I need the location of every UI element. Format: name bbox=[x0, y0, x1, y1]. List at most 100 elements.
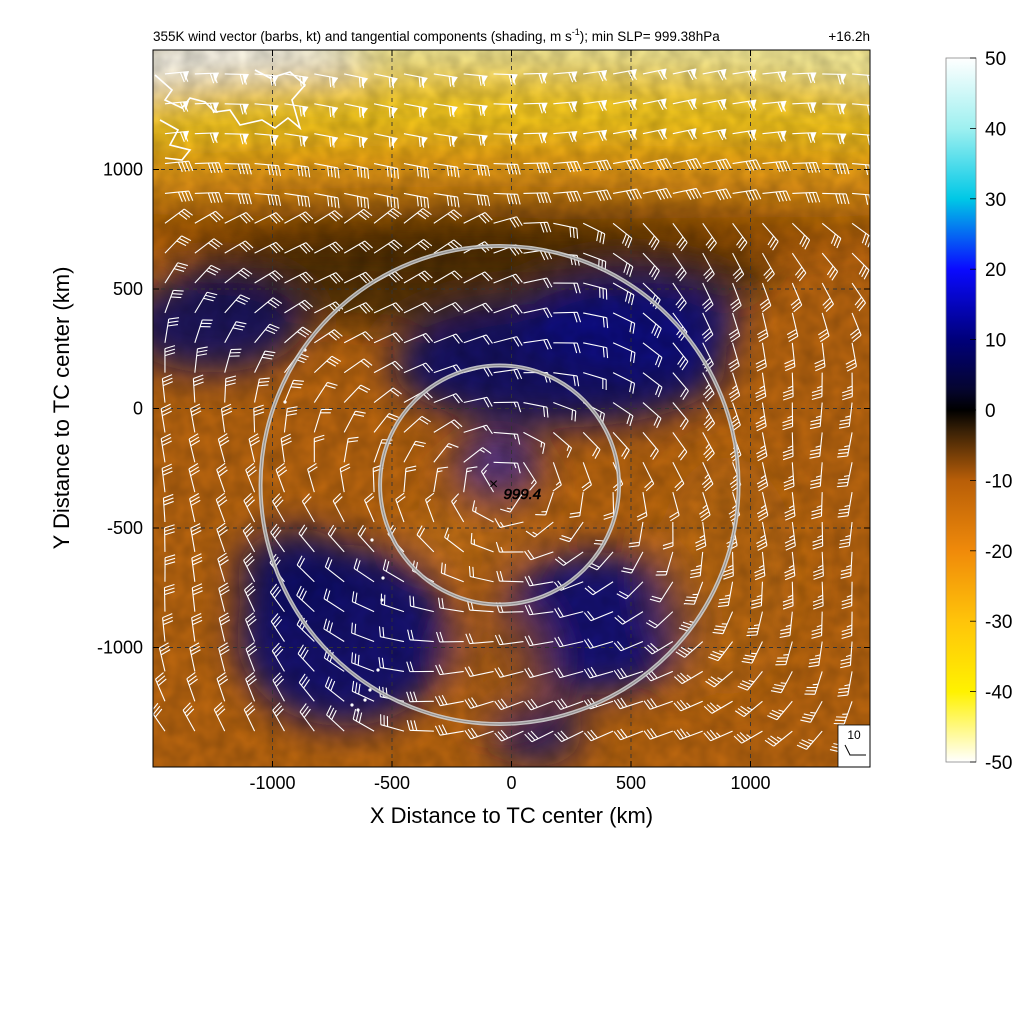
wind-barb bbox=[284, 162, 311, 178]
tc-center: × 999.4 bbox=[489, 476, 542, 503]
wind-barb bbox=[493, 73, 518, 85]
wind-barb bbox=[553, 402, 577, 422]
colorbar-tick-label: -30 bbox=[985, 612, 1012, 633]
barb-reference: 10 bbox=[837, 724, 870, 767]
wind-barb bbox=[493, 336, 523, 347]
wind-barb bbox=[373, 208, 402, 224]
wind-barb bbox=[343, 271, 374, 284]
wind-barb bbox=[755, 342, 767, 372]
wind-barb bbox=[494, 518, 524, 528]
wind-barb bbox=[792, 132, 817, 144]
wind-barb bbox=[344, 133, 368, 148]
wind-barb bbox=[434, 694, 464, 707]
wind-barb bbox=[554, 730, 584, 743]
barb-reference-box bbox=[837, 724, 870, 767]
wind-barb bbox=[403, 73, 428, 88]
wind-barb bbox=[224, 162, 252, 175]
wind-barb bbox=[343, 410, 366, 433]
wind-barb bbox=[433, 301, 463, 314]
wind-barb bbox=[192, 374, 204, 403]
wind-barb bbox=[343, 240, 373, 254]
wind-barb bbox=[822, 162, 850, 175]
wind-barb bbox=[343, 208, 373, 224]
wind-barb bbox=[791, 222, 811, 250]
wind-barb bbox=[553, 282, 581, 294]
wind-barb bbox=[701, 282, 714, 313]
wind-barb bbox=[675, 641, 704, 658]
wind-barb bbox=[821, 282, 834, 312]
wind-barb bbox=[433, 103, 458, 118]
wind-barb bbox=[852, 133, 870, 146]
wind-barb bbox=[182, 702, 196, 732]
wind-barb bbox=[284, 73, 309, 88]
wind-barb bbox=[437, 597, 464, 613]
wind-barb bbox=[339, 463, 351, 493]
wind-barb bbox=[213, 702, 226, 732]
wind-barb bbox=[741, 641, 763, 664]
wind-barb bbox=[468, 566, 494, 583]
x-tick-label: 500 bbox=[616, 773, 646, 793]
wind-barb bbox=[351, 591, 375, 613]
wind-barb bbox=[842, 372, 853, 401]
y-tick-label: 0 bbox=[133, 399, 143, 419]
wind-barb bbox=[403, 208, 432, 224]
wind-barb bbox=[332, 493, 345, 523]
wind-barb bbox=[612, 342, 636, 364]
wind-barb bbox=[191, 612, 203, 642]
wind-barb bbox=[673, 728, 703, 740]
wind-barb bbox=[297, 644, 315, 672]
wind-barb bbox=[153, 702, 166, 732]
wind-barb bbox=[433, 442, 459, 463]
wind-barb bbox=[523, 102, 548, 114]
wind-barb bbox=[642, 252, 660, 280]
coastline bbox=[154, 69, 385, 712]
wind-barb bbox=[790, 282, 803, 313]
wind-barb bbox=[313, 381, 338, 403]
wind-barb bbox=[764, 730, 793, 747]
wind-barb bbox=[569, 492, 584, 518]
wind-barb bbox=[554, 667, 584, 679]
wind-barb bbox=[613, 641, 644, 652]
wind-barb bbox=[821, 222, 842, 249]
wind-barb bbox=[812, 581, 824, 610]
wind-barb bbox=[553, 101, 578, 113]
wind-barb bbox=[194, 72, 219, 84]
wind-barb bbox=[672, 158, 702, 171]
wind-barb bbox=[373, 162, 399, 179]
wind-barb bbox=[496, 570, 524, 583]
wind-barb bbox=[613, 667, 644, 680]
y-tick-label: 500 bbox=[113, 279, 143, 299]
wind-barb bbox=[343, 331, 374, 344]
wind-barb bbox=[188, 433, 201, 463]
wind-barb bbox=[612, 128, 638, 141]
wind-barb bbox=[553, 311, 582, 323]
wind-barb bbox=[732, 222, 748, 252]
wind-barb bbox=[269, 583, 285, 612]
wind-barb bbox=[464, 697, 494, 709]
wind-barb bbox=[433, 192, 460, 208]
wind-barb bbox=[343, 436, 359, 463]
wind-barb bbox=[583, 69, 608, 82]
wind-barb bbox=[559, 521, 584, 543]
wind-barb bbox=[809, 462, 823, 489]
wind-barb bbox=[672, 282, 687, 312]
wind-barb bbox=[284, 242, 314, 254]
wind-barb bbox=[471, 500, 494, 523]
wind-barb bbox=[463, 302, 493, 314]
wind-barb bbox=[553, 372, 580, 387]
wind-barb bbox=[851, 252, 870, 280]
wind-barb bbox=[642, 158, 672, 171]
wind-barb bbox=[352, 708, 375, 732]
wind-barb bbox=[270, 523, 285, 553]
wind-barb bbox=[162, 493, 174, 523]
wind-barb bbox=[164, 317, 180, 343]
wind-barb bbox=[784, 492, 796, 521]
wind-barb bbox=[841, 581, 853, 610]
wind-barb bbox=[732, 129, 757, 141]
wind-barb bbox=[642, 128, 668, 140]
wind-barb bbox=[642, 222, 660, 251]
wind-barb bbox=[245, 462, 257, 493]
wind-barb bbox=[327, 524, 345, 553]
wind-barb bbox=[642, 98, 668, 111]
